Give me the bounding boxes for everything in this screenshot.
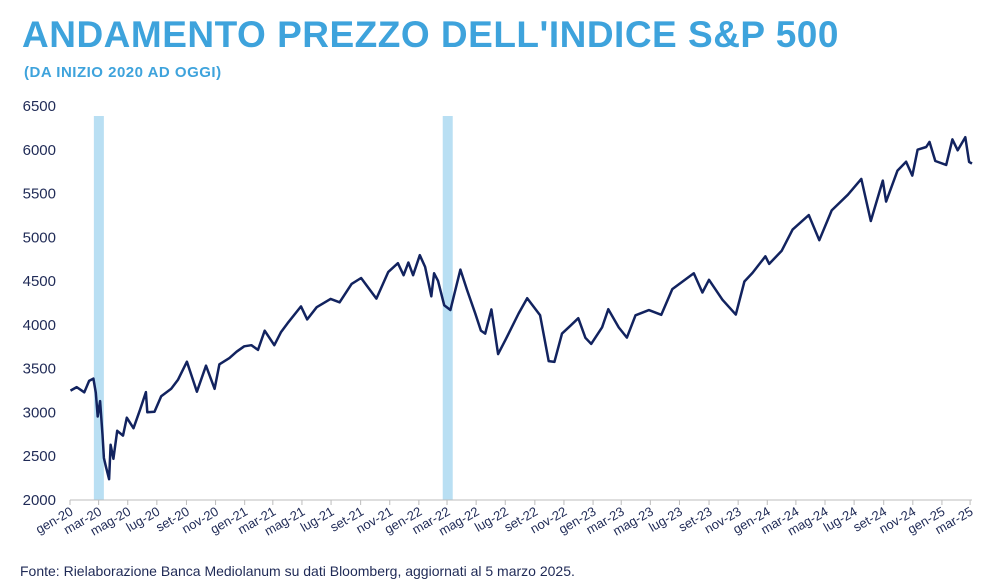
y-tick-label: 6000 bbox=[23, 142, 56, 159]
source-note: Fonte: Rielaborazione Banca Mediolanum s… bbox=[20, 563, 575, 579]
sp500-line-chart: 2000 2500 3000 3500 4000 4500 5000 5500 6000 6500… bbox=[23, 98, 976, 539]
highlight-band-0 bbox=[93, 116, 104, 500]
y-axis: 2000 2500 3000 3500 4000 4500 5000 5500 6000 6500 bbox=[23, 98, 56, 509]
x-axis: gen-20mar-20mag-20lug-20set-20nov-20gen-… bbox=[33, 500, 976, 539]
chart-subtitle: (DA INIZIO 2020 AD OGGI) bbox=[24, 64, 222, 81]
y-tick-label: 4500 bbox=[23, 273, 56, 290]
y-tick-label: 2000 bbox=[23, 492, 56, 509]
y-tick-label: 5000 bbox=[23, 229, 56, 246]
y-tick-label: 2500 bbox=[23, 448, 56, 465]
y-tick-label: 3000 bbox=[23, 404, 56, 421]
y-tick-label: 6500 bbox=[23, 98, 56, 115]
y-tick-label: 3500 bbox=[23, 361, 56, 378]
y-tick-label: 4000 bbox=[23, 317, 56, 334]
chart-title: ANDAMENTO PREZZO DELL'INDICE S&P 500 bbox=[22, 14, 839, 55]
highlight-bands bbox=[93, 116, 453, 500]
sp500-series-line bbox=[69, 135, 973, 481]
y-tick-label: 5500 bbox=[23, 186, 56, 203]
